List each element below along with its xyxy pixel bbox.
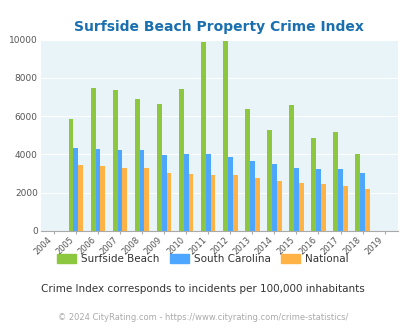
Bar (232, 176, 237, 231)
Bar (161, 155, 166, 231)
Text: © 2024 CityRating.com - https://www.cityrating.com/crime-statistics/: © 2024 CityRating.com - https://www.city… (58, 313, 347, 322)
Bar (210, 175, 215, 231)
Bar (183, 154, 188, 231)
Bar (134, 99, 139, 231)
Bar (90, 88, 95, 231)
Bar (293, 168, 298, 231)
Bar (139, 150, 144, 231)
Bar (122, 168, 127, 231)
Bar (359, 173, 364, 231)
Bar (156, 104, 161, 231)
Bar (188, 174, 193, 231)
Bar (342, 186, 347, 231)
Bar (73, 148, 78, 231)
Bar (100, 166, 105, 231)
Bar (179, 89, 183, 231)
Bar (254, 178, 259, 231)
Bar (68, 119, 73, 231)
Bar (117, 150, 122, 231)
Bar (354, 154, 359, 231)
Bar (200, 43, 205, 231)
Bar (271, 164, 276, 231)
Bar (298, 183, 303, 231)
Bar (205, 154, 210, 231)
Bar (333, 132, 337, 231)
Bar (320, 184, 325, 231)
Bar (222, 41, 227, 231)
Bar (249, 161, 254, 231)
Title: Surfside Beach Property Crime Index: Surfside Beach Property Crime Index (74, 20, 363, 34)
Bar (144, 168, 149, 231)
Bar (266, 130, 271, 231)
Bar (337, 169, 342, 231)
Bar (276, 181, 281, 231)
Bar (95, 149, 100, 231)
Bar (78, 165, 83, 231)
Legend: Surfside Beach, South Carolina, National: Surfside Beach, South Carolina, National (53, 249, 352, 268)
Bar (311, 138, 315, 231)
Bar (166, 173, 171, 231)
Bar (364, 189, 369, 231)
Bar (245, 109, 249, 231)
Text: Crime Index corresponds to incidents per 100,000 inhabitants: Crime Index corresponds to incidents per… (41, 284, 364, 294)
Bar (288, 105, 293, 231)
Bar (227, 157, 232, 231)
Bar (315, 169, 320, 231)
Bar (113, 90, 117, 231)
